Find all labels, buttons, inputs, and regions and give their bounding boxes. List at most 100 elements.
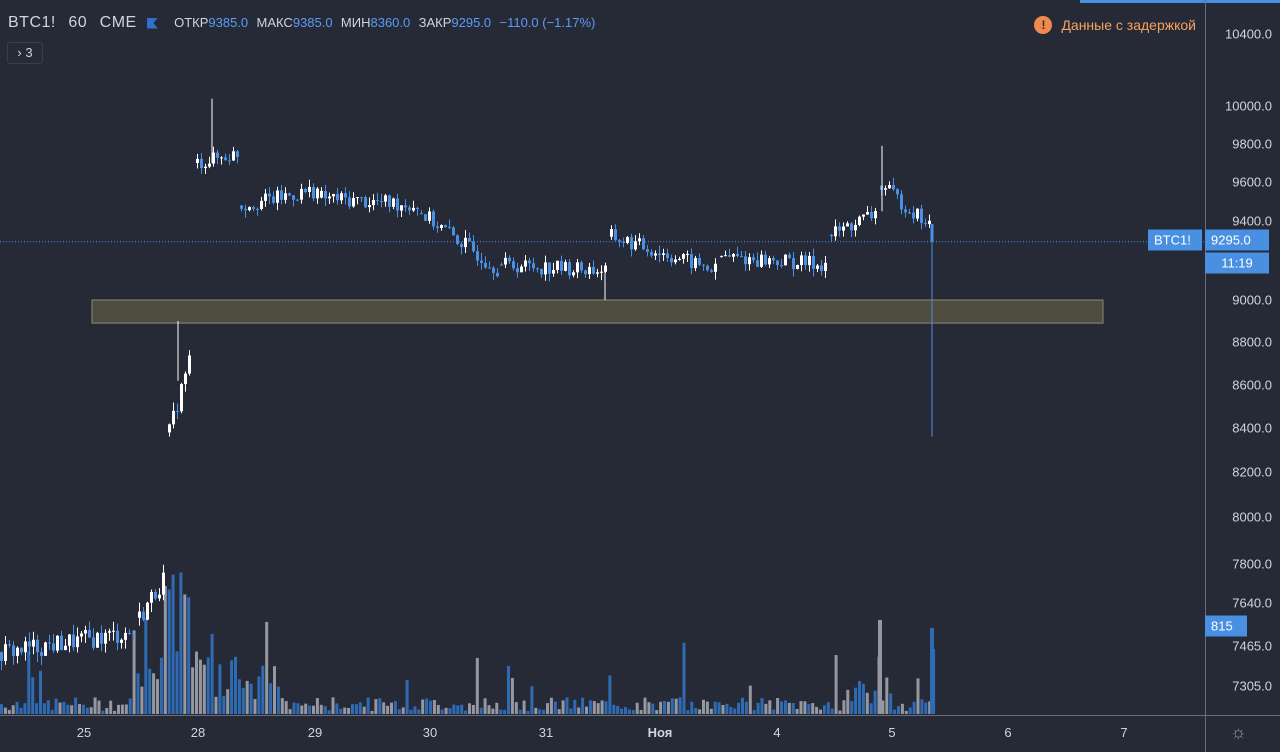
volume-bar	[499, 709, 503, 714]
candle-body	[576, 262, 579, 273]
candle-body	[200, 158, 203, 169]
volume-bar	[643, 697, 647, 714]
indicators-collapse-button[interactable]: › 3	[7, 42, 43, 64]
volume-bar	[799, 701, 803, 714]
price-tick-label: 8000.0	[1232, 509, 1272, 525]
volume-bar	[288, 709, 292, 714]
candle-body	[584, 270, 587, 275]
candle-body	[120, 639, 123, 643]
volume-bar	[889, 693, 893, 714]
candle-body	[452, 227, 455, 236]
volume-bar	[861, 683, 865, 714]
volume-bar	[23, 703, 27, 714]
volume-bar	[686, 710, 690, 714]
volume-bar	[659, 701, 663, 714]
candle-body	[532, 263, 535, 269]
volume-bar	[351, 704, 354, 714]
candle-body	[800, 255, 803, 266]
volume-bar	[397, 709, 401, 714]
volume-bar	[120, 704, 124, 714]
settings-gear-icon[interactable]: ☼	[1230, 722, 1247, 742]
volume-bar	[596, 703, 600, 714]
volume-bar	[834, 655, 838, 714]
volume-bar	[429, 700, 432, 714]
interval-label[interactable]: 60	[68, 14, 88, 31]
price-tick-label: 8600.0	[1232, 377, 1272, 393]
volume-bar	[284, 701, 288, 714]
candle-body	[292, 195, 295, 200]
candle-body	[64, 645, 67, 651]
volume-bar	[179, 572, 183, 714]
candle-body	[892, 185, 895, 190]
volume-bar	[549, 697, 553, 714]
volume-bar	[93, 697, 97, 714]
candle-body	[424, 214, 427, 221]
candle-body	[76, 636, 79, 648]
volume-bar	[612, 704, 616, 714]
candle-body	[666, 253, 669, 259]
volume-bar	[783, 700, 787, 714]
volume-bar	[409, 709, 413, 714]
candle-body	[396, 198, 399, 211]
volume-bar	[265, 621, 269, 714]
volume-bar	[206, 657, 210, 714]
volume-bar	[795, 709, 799, 714]
candle-body	[436, 226, 439, 228]
candle-body	[228, 160, 231, 162]
candle-body	[96, 632, 99, 648]
volume-bar	[534, 707, 538, 714]
volume-bar	[916, 678, 920, 714]
volume-bar	[483, 698, 487, 714]
volume-bar	[171, 574, 175, 714]
candle-body	[412, 207, 415, 211]
volume-bar	[323, 706, 327, 714]
candle-body	[614, 229, 617, 241]
volume-bar	[581, 697, 585, 714]
volume-bar	[58, 702, 62, 714]
volume-bar	[167, 589, 171, 714]
delayed-data-notice[interactable]: ! Данные с задержкой	[1034, 16, 1196, 34]
volume-bar	[15, 701, 19, 714]
candle-body	[336, 194, 339, 201]
volume-bar	[54, 698, 58, 714]
volume-bar	[530, 686, 534, 714]
candle-body	[138, 611, 141, 618]
indicator-count: 3	[25, 45, 33, 60]
candle-body	[572, 272, 575, 276]
volume-bar	[97, 700, 101, 714]
volume-bar	[81, 704, 85, 714]
volume-bar	[491, 708, 495, 714]
volume-bar	[308, 705, 312, 714]
volume-bar	[885, 677, 889, 714]
price-axis[interactable]: 10400.0 10000.0 9800.0 9600.0 9400.0 9000.0 88…	[1205, 0, 1280, 715]
volume-bar	[729, 706, 733, 714]
candle-body	[888, 185, 891, 189]
time-axis[interactable]: 25 28 29 30 31 Ноя 4 5 6 7	[0, 715, 1205, 752]
volume-bar	[7, 709, 11, 714]
volume-bar	[218, 664, 222, 714]
volume-bar	[608, 675, 612, 714]
volume-bar	[70, 705, 74, 714]
price-chart[interactable]	[0, 0, 1205, 715]
volume-bar	[585, 706, 588, 714]
volume-tag: 815	[1205, 615, 1247, 637]
price-tick-label: 9800.0	[1232, 136, 1272, 152]
candle-body	[678, 258, 681, 260]
volume-bar	[807, 703, 811, 714]
candle-body	[112, 630, 115, 632]
candle-body	[180, 384, 183, 412]
volume-bar	[362, 706, 366, 714]
candle-body	[560, 260, 563, 271]
high-label: МАКС	[256, 15, 293, 30]
symbol-label[interactable]: BTC1!	[8, 14, 56, 31]
volume-bar	[327, 710, 331, 714]
candle-body	[600, 271, 603, 273]
candle-body	[838, 226, 841, 231]
volume-bar	[152, 673, 156, 714]
volume-bar	[819, 709, 822, 714]
volume-bar	[319, 704, 323, 714]
volume-bar	[460, 704, 464, 714]
candle-body	[208, 163, 211, 167]
volume-bar	[893, 709, 897, 714]
candle-body	[820, 265, 823, 271]
